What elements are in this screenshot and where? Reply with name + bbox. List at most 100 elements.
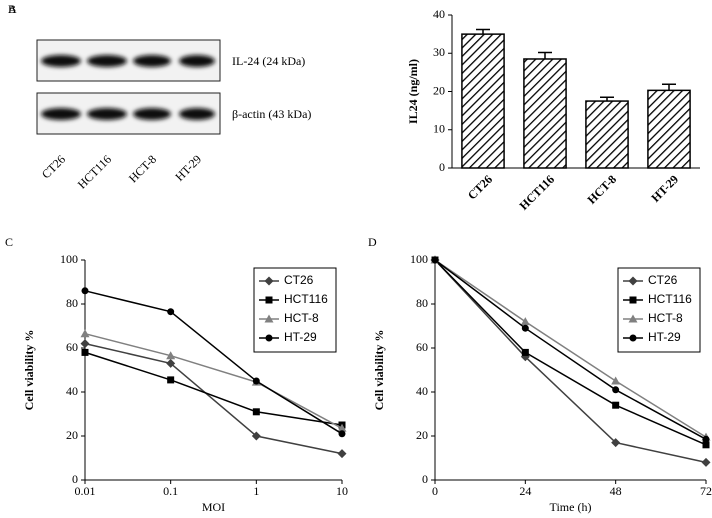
bar (523, 58, 567, 169)
marker (337, 449, 347, 459)
marker (166, 351, 176, 360)
marker (702, 441, 710, 449)
marker (80, 339, 90, 349)
error-bar (538, 51, 552, 59)
y-tick-label: 0 (422, 472, 428, 486)
x-tick-label: HCT-8 (584, 172, 619, 207)
legend-marker (629, 334, 637, 342)
marker (612, 401, 620, 409)
bar (461, 33, 505, 169)
bar (585, 100, 629, 169)
panel-label: B (8, 2, 16, 16)
y-tick-label: 30 (433, 45, 445, 59)
y-tick-label: 20 (66, 428, 78, 442)
y-axis-label: Cell viability % (372, 330, 386, 411)
legend-marker (628, 276, 638, 286)
x-tick-label: 0.01 (75, 484, 96, 498)
series-line (434, 259, 707, 464)
series-line (434, 259, 707, 440)
legend-label: HT-29 (648, 330, 681, 344)
marker (252, 377, 260, 385)
error-bar (600, 96, 614, 102)
legend-label: HCT116 (648, 292, 692, 306)
marker (80, 329, 90, 338)
x-axis-label: MOI (202, 500, 225, 514)
series-line (84, 332, 343, 429)
legend-marker (264, 314, 274, 323)
x-tick-label: 10 (336, 484, 348, 498)
marker (81, 348, 89, 356)
x-tick-label: 0 (432, 484, 438, 498)
lane-label: HT-29 (172, 152, 204, 184)
marker (612, 386, 620, 394)
band-label: IL-24 (24 kDa) (232, 54, 305, 68)
series-line (434, 259, 707, 446)
legend-marker (629, 296, 637, 304)
marker (611, 376, 621, 385)
series-line (84, 351, 343, 426)
x-tick-label: 72 (700, 484, 712, 498)
error-bar (662, 83, 676, 91)
y-tick-label: 10 (433, 122, 445, 136)
marker (521, 324, 529, 332)
band-label: β-actin (43 kDa) (232, 107, 311, 121)
blot-panel: A IL-24 (24 kDa) β-actin (43 kDa) CT26 H… (8, 2, 311, 192)
x-tick-label: HCT116 (517, 172, 558, 213)
marker (251, 431, 261, 441)
blot-bands (41, 55, 215, 120)
x-tick-label: 0.1 (163, 484, 178, 498)
y-tick-label: 20 (433, 83, 445, 97)
marker (702, 435, 710, 443)
series-line (84, 290, 343, 435)
series-line (84, 342, 343, 455)
marker (337, 423, 347, 432)
y-tick-label: 0 (439, 160, 445, 174)
y-tick-label: 80 (416, 296, 428, 310)
marker (167, 376, 175, 384)
marker (167, 308, 175, 316)
y-tick-label: 60 (416, 340, 428, 354)
marker (252, 408, 260, 416)
y-tick-label: 100 (60, 252, 78, 266)
x-axis-label: Time (h) (550, 500, 592, 514)
y-tick-label: 100 (410, 252, 428, 266)
x-tick-label: HT-29 (648, 172, 681, 205)
y-tick-label: 20 (416, 428, 428, 442)
lane-label: CT26 (39, 152, 68, 181)
y-tick-label: 40 (66, 384, 78, 398)
marker (521, 348, 529, 356)
marker (338, 430, 346, 438)
legend-label: HCT-8 (648, 311, 683, 325)
panel-label: A (8, 2, 17, 16)
marker (81, 287, 89, 295)
panel-label: D (368, 235, 377, 249)
panel-label: C (5, 235, 13, 249)
y-axis-label: Cell viability % (22, 330, 36, 411)
legend-marker (265, 334, 273, 342)
series-line (434, 259, 707, 438)
x-tick-label: 24 (519, 484, 531, 498)
y-tick-label: 80 (66, 296, 78, 310)
legend-label: CT26 (648, 273, 678, 287)
bar (647, 89, 691, 169)
marker (166, 358, 176, 368)
legend-label: HT-29 (284, 330, 317, 344)
x-tick-label: 1 (253, 484, 259, 498)
y-axis-label: IL24 (ng/ml) (406, 59, 420, 124)
y-tick-label: 40 (416, 384, 428, 398)
marker (701, 457, 711, 467)
legend-label: CT26 (284, 273, 314, 287)
y-tick-label: 0 (72, 472, 78, 486)
legend-marker (265, 296, 273, 304)
lane-label: HCT116 (75, 152, 114, 191)
error-bar (476, 28, 490, 35)
y-tick-label: 60 (66, 340, 78, 354)
lane-label: HCT-8 (126, 152, 159, 185)
marker (431, 256, 439, 264)
y-tick-label: 40 (433, 7, 445, 21)
marker (520, 317, 530, 326)
legend-label: HCT116 (284, 292, 328, 306)
x-tick-label: 48 (610, 484, 622, 498)
